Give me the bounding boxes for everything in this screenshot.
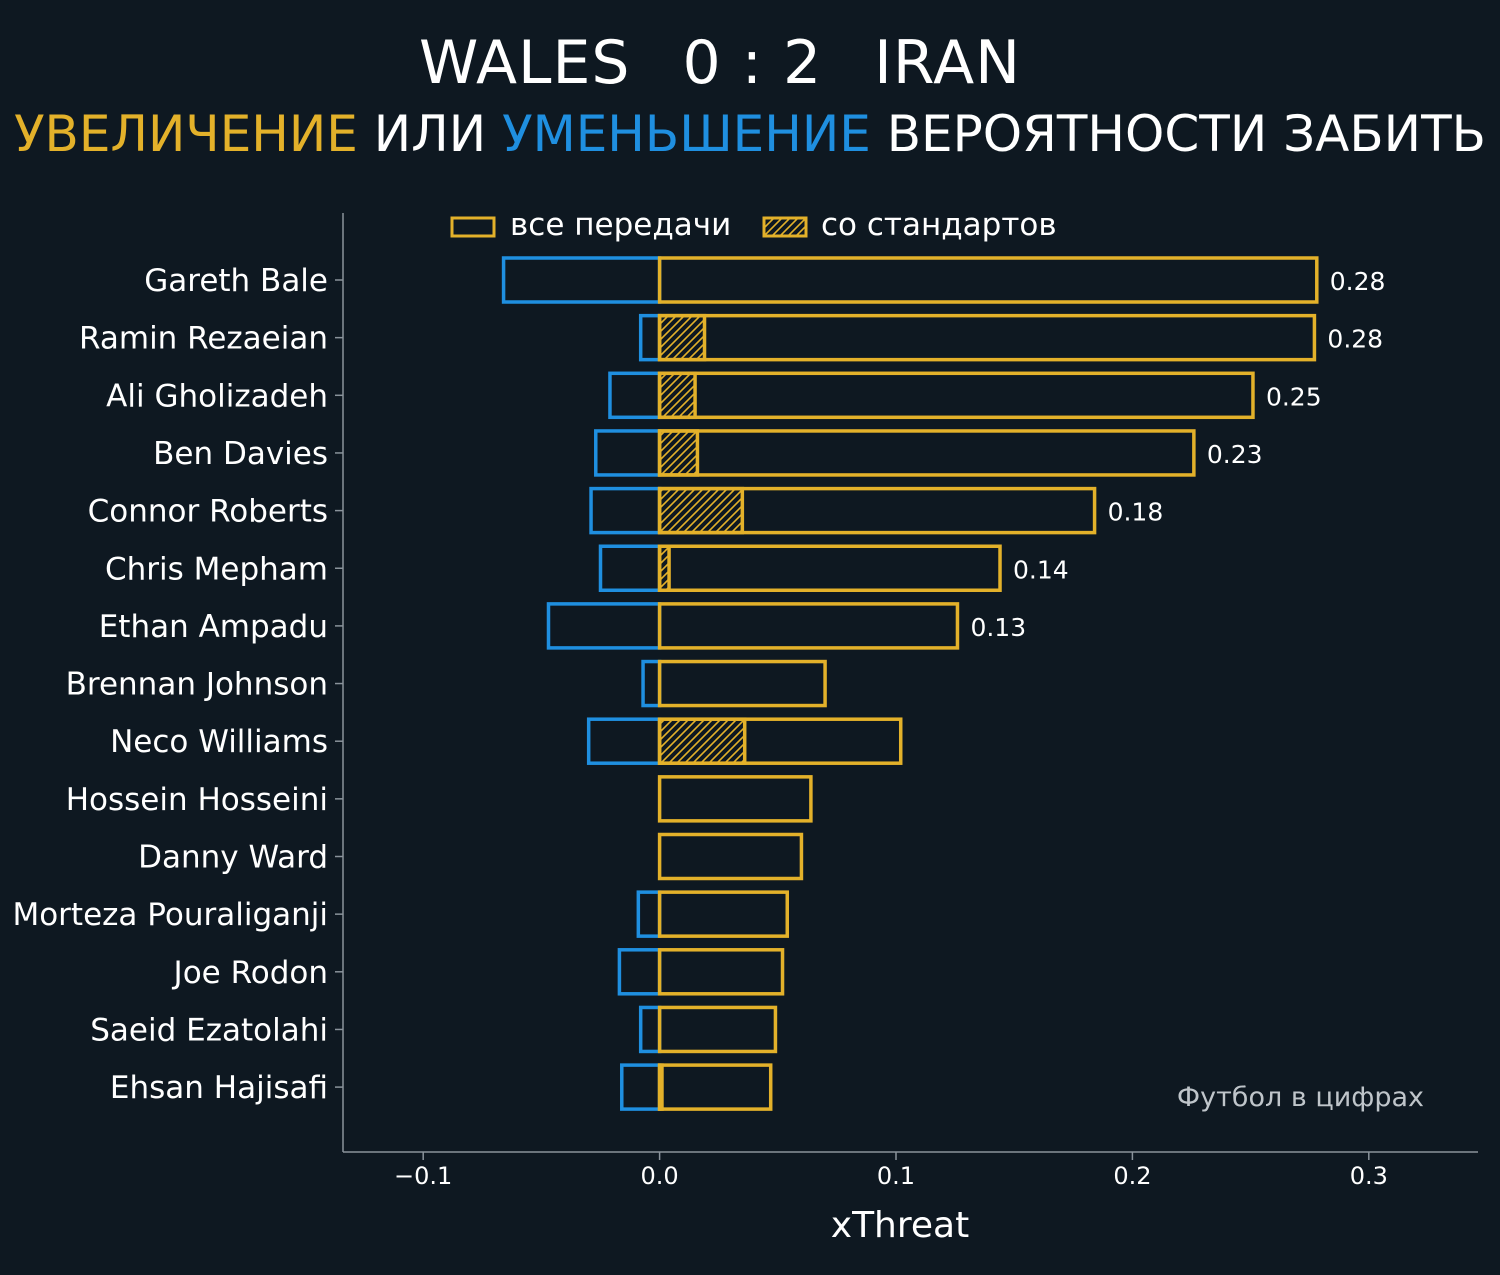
- y-tick-label-saeid-ezatolahi: Saeid Ezatolahi: [90, 1012, 328, 1048]
- y-tick-label-brennan-johnson: Brennan Johnson: [66, 667, 328, 703]
- bar-decrease-joe-rodon: [617, 948, 662, 996]
- subtitle-decrease: УМЕНЬШЕНИЕ: [502, 105, 871, 163]
- y-tick-label-joe-rodon: Joe Rodon: [172, 955, 328, 991]
- x-axis-label: xThreat: [831, 1205, 969, 1246]
- x-tick-label-3: 0.2: [1113, 1162, 1151, 1190]
- y-tick-label-hossein-hosseini: Hossein Hosseini: [66, 782, 328, 818]
- bar-decrease-neco-williams: [586, 717, 662, 765]
- data-label-connor-roberts: 0.18: [1108, 498, 1164, 527]
- y-tick-label-morteza-pouraliganji: Morteza Pouraliganji: [12, 897, 328, 933]
- bars-layer: 0.280.280.250.230.180.140.13: [501, 256, 1386, 1111]
- data-label-ethan-ampadu: 0.13: [970, 613, 1026, 642]
- legend: все передачи со стандартов: [450, 207, 1057, 243]
- bar-increase-saeid-ezatolahi: [657, 1005, 778, 1054]
- bar-increase-ramin-rezaeian: [657, 313, 1317, 362]
- bar-increase-ethan-ampadu: [657, 602, 960, 650]
- legend-swatch-set-pieces: [762, 216, 808, 238]
- bar-increase-connor-roberts: [657, 486, 1097, 535]
- bar-set-pieces-connor-roberts: [657, 486, 745, 535]
- bar-increase-chris-mepham: [657, 544, 1002, 592]
- y-tick-label-ethan-ampadu: Ethan Ampadu: [99, 609, 328, 645]
- bar-increase-ehsan-hajisafi: [657, 1063, 773, 1111]
- legend-label-set-pieces: со стандартов: [821, 207, 1057, 243]
- score: 0 : 2: [682, 28, 823, 98]
- y-tick-label-connor-roberts: Connor Roberts: [88, 494, 328, 530]
- data-label-gareth-bale: 0.28: [1330, 267, 1386, 296]
- bar-decrease-chris-mepham: [598, 544, 662, 592]
- x-tick-label-1: 0.0: [641, 1162, 679, 1190]
- bar-set-pieces-ali-gholizadeh: [657, 371, 697, 420]
- bar-decrease-brennan-johnson: [641, 659, 662, 708]
- legend-label-all-passes: все передачи: [510, 207, 731, 243]
- bar-increase-joe-rodon: [657, 948, 785, 996]
- x-axis-ticks: −0.1 0.0 0.1 0.2 0.3: [394, 1152, 1388, 1190]
- subtitle-increase: УВЕЛИЧЕНИЕ: [14, 105, 358, 163]
- bar-increase-morteza-pouraliganji: [657, 890, 790, 938]
- data-label-chris-mepham: 0.14: [1013, 555, 1069, 584]
- y-tick-label-ben-davies: Ben Davies: [153, 436, 328, 472]
- bar-decrease-morteza-pouraliganji: [636, 890, 662, 938]
- y-tick-label-gareth-bale: Gareth Bale: [144, 263, 328, 299]
- y-tick-label-ramin-rezaeian: Ramin Rezaeian: [79, 321, 328, 357]
- bar-decrease-ethan-ampadu: [546, 602, 662, 650]
- bar-increase-ali-gholizadeh: [657, 371, 1255, 420]
- y-tick-label-chris-mepham: Chris Mepham: [105, 551, 328, 587]
- bar-decrease-ben-davies: [594, 429, 662, 477]
- y-tick-label-neco-williams: Neco Williams: [110, 724, 328, 760]
- bar-decrease-ehsan-hajisafi: [620, 1063, 662, 1111]
- bar-set-pieces-ramin-rezaeian: [657, 313, 707, 362]
- bar-decrease-ali-gholizadeh: [608, 371, 662, 420]
- bar-set-pieces-neco-williams: [657, 717, 747, 765]
- bar-decrease-saeid-ezatolahi: [638, 1005, 662, 1054]
- chart-subtitle: УВЕЛИЧЕНИЕ ИЛИ УМЕНЬШЕНИЕ ВЕРОЯТНОСТИ ЗА…: [0, 105, 1500, 163]
- bar-increase-hossein-hosseini: [657, 775, 813, 823]
- bar-increase-ben-davies: [657, 429, 1196, 477]
- x-tick-label-2: 0.1: [877, 1162, 915, 1190]
- bar-decrease-connor-roberts: [589, 486, 662, 535]
- subtitle-or: ИЛИ: [357, 105, 503, 163]
- bar-increase-neco-williams: [657, 717, 903, 765]
- y-tick-label-ali-gholizadeh: Ali Gholizadeh: [106, 378, 328, 414]
- x-tick-label-4: 0.3: [1350, 1162, 1388, 1190]
- data-label-ali-gholizadeh: 0.25: [1266, 382, 1322, 411]
- x-tick-label-0: −0.1: [394, 1162, 452, 1190]
- home-team: WALES: [418, 28, 631, 98]
- legend-swatch-all-passes: [450, 216, 496, 238]
- bar-set-pieces-ben-davies: [657, 429, 700, 477]
- y-tick-label-danny-ward: Danny Ward: [138, 840, 328, 876]
- bar-increase-gareth-bale: [657, 256, 1319, 304]
- y-axis-ticks: Gareth Bale Ramin Rezaeian Ali Gholizadeh B…: [12, 263, 343, 1106]
- bar-increase-brennan-johnson: [657, 659, 827, 708]
- away-team: IRAN: [874, 28, 1022, 98]
- bar-decrease-gareth-bale: [501, 256, 662, 304]
- chart-title: WALES 0 : 2 IRAN: [0, 28, 1440, 98]
- bar-increase-danny-ward: [657, 832, 804, 881]
- y-tick-label-ehsan-hajisafi: Ehsan Hajisafi: [110, 1070, 328, 1106]
- subtitle-rest: ВЕРОЯТНОСТИ ЗАБИТЬ: [870, 105, 1486, 163]
- watermark: Футбол в цифрах: [1177, 1082, 1424, 1113]
- data-label-ben-davies: 0.23: [1207, 440, 1263, 469]
- data-label-ramin-rezaeian: 0.28: [1327, 325, 1383, 354]
- bar-decrease-ramin-rezaeian: [638, 313, 662, 362]
